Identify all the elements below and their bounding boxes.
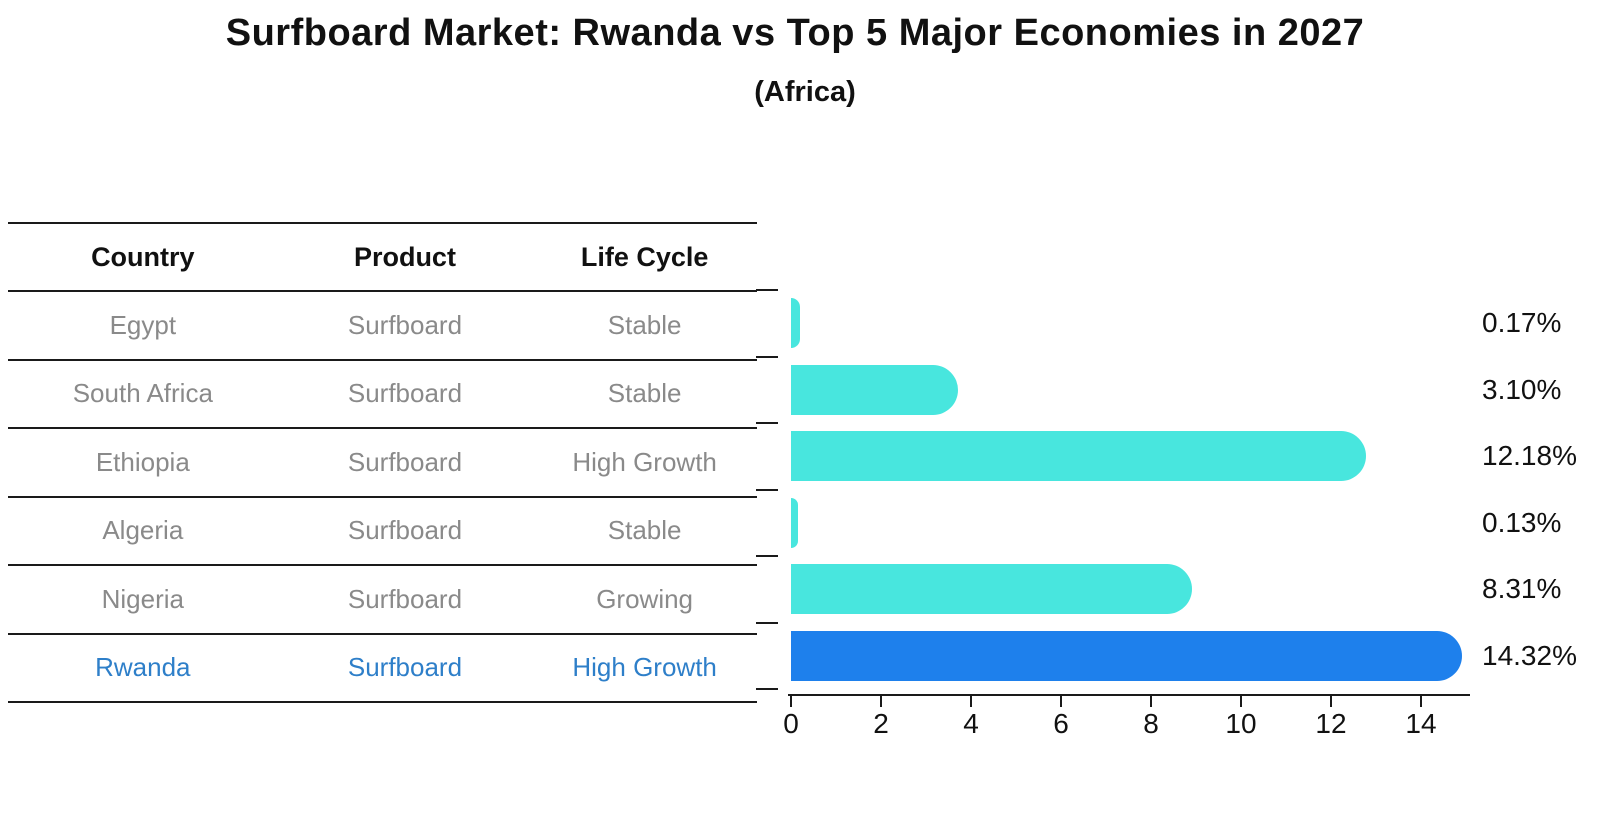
y-axis-tick bbox=[756, 422, 778, 424]
cell-product: Surfboard bbox=[347, 515, 463, 546]
cell-country: South Africa bbox=[72, 378, 213, 409]
bar-ethiopia bbox=[791, 431, 1367, 482]
cell-life-cycle: Stable bbox=[607, 515, 682, 546]
y-axis-tick bbox=[756, 289, 778, 291]
x-tick-label-0: 0 bbox=[783, 708, 799, 739]
table-header-country: Country bbox=[91, 241, 195, 272]
cell-life-cycle: Growing bbox=[596, 583, 694, 614]
table-header-life-cycle: Life Cycle bbox=[580, 241, 709, 272]
x-axis-tick bbox=[1240, 694, 1242, 707]
x-axis-tick bbox=[1330, 694, 1332, 707]
x-tick-label-12: 12 bbox=[1315, 708, 1347, 739]
cell-life-cycle: High Growth bbox=[572, 446, 717, 477]
cell-product: Surfboard bbox=[347, 446, 463, 477]
table-row-algeria: Algeria Surfboard Stable bbox=[8, 498, 757, 566]
x-tick-label-4: 4 bbox=[963, 708, 979, 739]
x-tick-label-2: 2 bbox=[873, 708, 889, 739]
bar-algeria bbox=[791, 497, 798, 548]
value-label-nigeria: 8.31% bbox=[1482, 573, 1562, 605]
table-row-egypt: Egypt Surfboard Stable bbox=[8, 292, 757, 361]
value-label-egypt: 0.17% bbox=[1482, 307, 1562, 339]
cell-product: Surfboard bbox=[347, 378, 463, 409]
chart-title: Surfboard Market: Rwanda vs Top 5 Major … bbox=[225, 12, 1365, 54]
cell-country: Nigeria bbox=[101, 583, 184, 614]
bar-south-africa bbox=[791, 364, 958, 415]
x-axis-tick bbox=[1060, 694, 1062, 707]
country-table: Country Product Life Cycle Egypt Surfboar… bbox=[8, 222, 757, 703]
x-axis-tick bbox=[1420, 694, 1422, 707]
y-axis-tick bbox=[756, 555, 778, 557]
bar-nigeria bbox=[791, 564, 1192, 615]
bar-rwanda bbox=[791, 630, 1463, 681]
x-tick-label-6: 6 bbox=[1053, 708, 1069, 739]
x-axis-tick bbox=[1150, 694, 1152, 707]
table-row-nigeria: Nigeria Surfboard Growing bbox=[8, 566, 757, 635]
cell-life-cycle: High Growth bbox=[572, 652, 717, 683]
value-label-algeria: 0.13% bbox=[1482, 506, 1562, 538]
x-tick-label-10: 10 bbox=[1225, 708, 1257, 739]
x-tick-label-8: 8 bbox=[1143, 708, 1159, 739]
value-label-rwanda: 14.32% bbox=[1482, 639, 1577, 671]
cell-country: Algeria bbox=[102, 515, 184, 546]
cell-country: Ethiopia bbox=[95, 446, 190, 477]
y-axis-tick bbox=[756, 488, 778, 491]
value-label-south-africa: 3.10% bbox=[1482, 373, 1562, 405]
cell-product: Surfboard bbox=[347, 652, 463, 683]
x-axis-tick bbox=[790, 694, 792, 707]
x-axis-tick bbox=[880, 694, 882, 707]
cell-life-cycle: Stable bbox=[607, 309, 682, 340]
cell-life-cycle: Stable bbox=[607, 378, 682, 409]
x-axis-line bbox=[788, 694, 1470, 696]
value-label-ethiopia: 12.18% bbox=[1482, 440, 1577, 472]
cell-product: Surfboard bbox=[347, 583, 463, 614]
cell-product: Surfboard bbox=[347, 309, 463, 340]
y-axis-tick bbox=[756, 688, 778, 690]
table-row-rwanda: Rwanda Surfboard High Growth bbox=[8, 635, 757, 703]
y-axis-tick bbox=[756, 355, 778, 358]
cell-country: Rwanda bbox=[95, 652, 191, 683]
bar-egypt bbox=[791, 298, 800, 349]
table-header-row: Country Product Life Cycle bbox=[8, 224, 757, 292]
x-axis-tick bbox=[970, 694, 972, 707]
y-axis-tick bbox=[756, 621, 778, 624]
x-tick-label-14: 14 bbox=[1405, 708, 1437, 739]
cell-country: Egypt bbox=[109, 309, 177, 340]
table-header-product: Product bbox=[353, 241, 456, 272]
table-row-ethiopia: Ethiopia Surfboard High Growth bbox=[8, 429, 757, 498]
chart-subtitle: (Africa) bbox=[754, 76, 856, 108]
table-row-south-africa: South Africa Surfboard Stable bbox=[8, 361, 757, 429]
